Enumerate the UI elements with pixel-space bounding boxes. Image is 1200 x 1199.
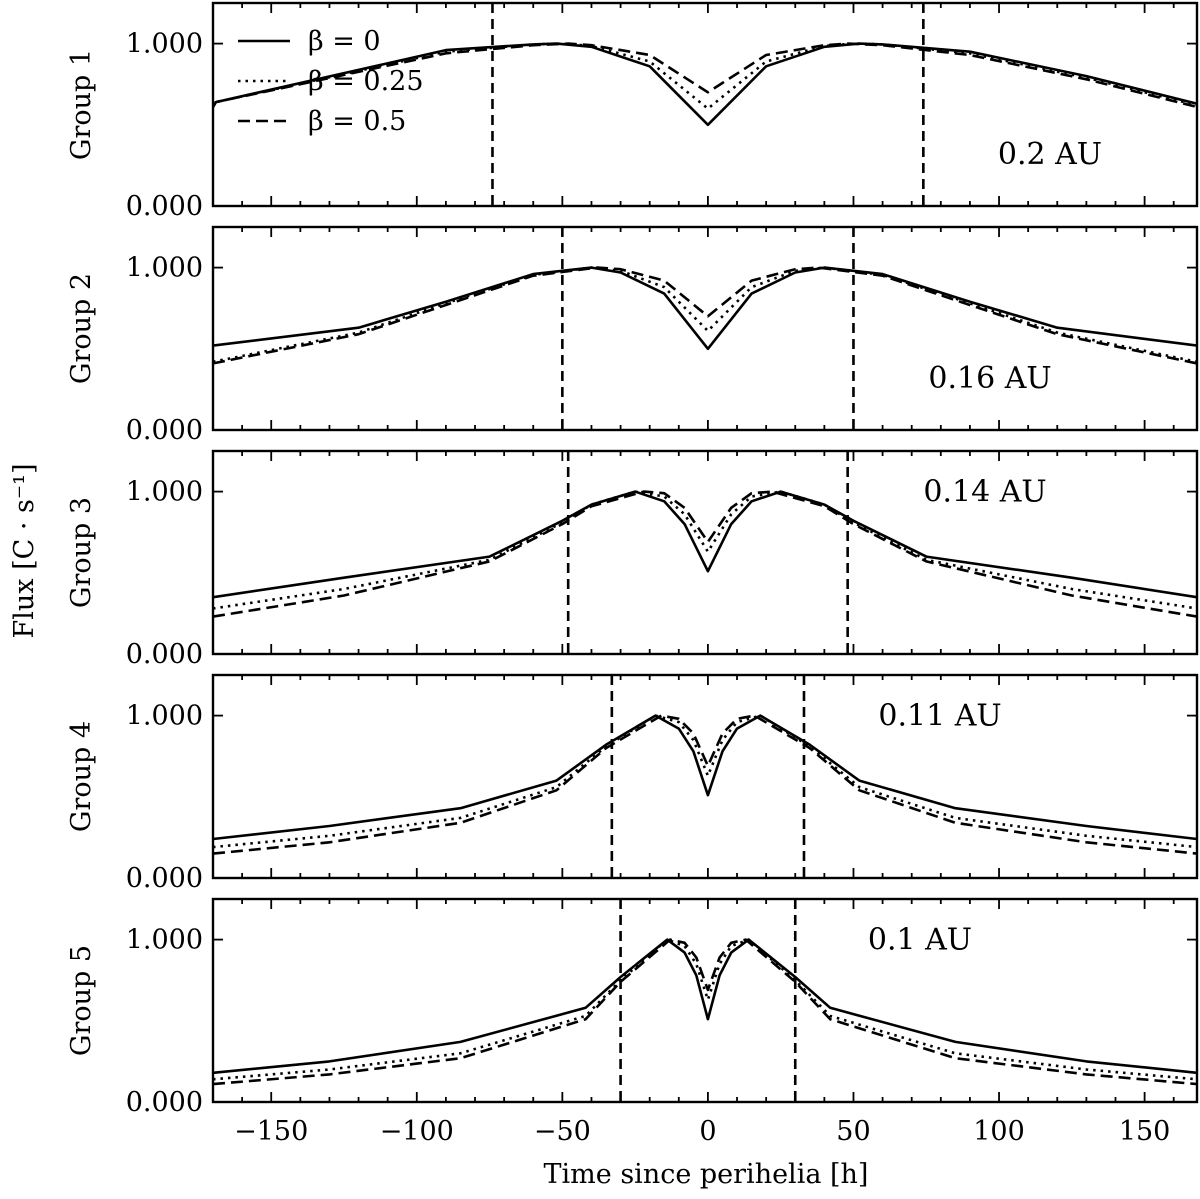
panel-frame bbox=[211, 673, 1199, 880]
panel-frame bbox=[211, 225, 1199, 432]
y-tick-label: 0.000 bbox=[126, 1087, 203, 1118]
group-label: Group 1 bbox=[66, 49, 97, 160]
legend-label-beta-0: β = 0 bbox=[308, 26, 381, 57]
x-tick-label: −100 bbox=[380, 1116, 454, 1147]
y-tick-label: 1.000 bbox=[126, 29, 203, 60]
panel-frame bbox=[211, 897, 1199, 1104]
y-axis-label: Flux [C · s⁻¹] bbox=[9, 464, 40, 639]
x-tick-label: 100 bbox=[973, 1116, 1025, 1147]
panel-frame bbox=[211, 1, 1199, 208]
panel-group-5: 0.000 1.000 Group 5 0.1 AU bbox=[66, 897, 1199, 1118]
series-line-solid bbox=[213, 490, 1197, 599]
panel-group-2: 0.000 1.000 Group 2 0.16 AU bbox=[66, 225, 1199, 446]
curves bbox=[213, 714, 1197, 855]
y-tick-label: 0.000 bbox=[126, 191, 203, 222]
x-tick-label: 50 bbox=[836, 1116, 870, 1147]
distance-annotation: 0.16 AU bbox=[928, 361, 1051, 396]
series-line-dashed bbox=[213, 266, 1197, 365]
series-line-dotted bbox=[213, 490, 1197, 610]
y-tick-label: 1.000 bbox=[126, 925, 203, 956]
series-line-solid bbox=[213, 714, 1197, 841]
x-axis-label: Time since perihelia [h] bbox=[544, 1159, 869, 1190]
curves bbox=[213, 490, 1197, 618]
group-label: Group 3 bbox=[66, 497, 97, 608]
series-line-dotted bbox=[213, 266, 1197, 364]
series-line-dashed bbox=[213, 714, 1197, 855]
distance-annotation: 0.11 AU bbox=[878, 699, 1001, 734]
distance-annotation: 0.2 AU bbox=[998, 137, 1102, 172]
series-line-dashed bbox=[213, 490, 1197, 618]
series-line-dashed bbox=[213, 42, 1197, 109]
series-line-dotted bbox=[213, 714, 1197, 849]
series-line-solid bbox=[213, 938, 1197, 1075]
panel-group-4: 0.000 1.000 Group 4 0.11 AU bbox=[66, 673, 1199, 894]
panel-group-3: 0.000 1.000 Group 3 0.14 AU bbox=[66, 449, 1199, 670]
curves bbox=[213, 266, 1197, 365]
y-tick-label: 0.000 bbox=[126, 639, 203, 670]
x-tick-label: −50 bbox=[534, 1116, 591, 1147]
y-tick-label: 1.000 bbox=[126, 701, 203, 732]
series-line-dashed bbox=[213, 938, 1197, 1086]
legend: β = 0 β = 0.25 β = 0.5 bbox=[238, 26, 424, 137]
series-line-dotted bbox=[213, 42, 1197, 110]
y-tick-label: 1.000 bbox=[126, 253, 203, 284]
group-label: Group 2 bbox=[66, 273, 97, 384]
panel-frame bbox=[211, 449, 1199, 656]
panels: 0.000 1.000 Group 1 0.2 AU 0.000 1.000 Group 2… bbox=[66, 1, 1199, 1147]
distance-annotation: 0.14 AU bbox=[923, 475, 1046, 510]
series-line-solid bbox=[213, 266, 1197, 351]
curves bbox=[213, 938, 1197, 1086]
curves bbox=[213, 42, 1197, 127]
legend-label-beta-0.5: β = 0.5 bbox=[308, 106, 406, 137]
panel-group-1: 0.000 1.000 Group 1 0.2 AU bbox=[66, 1, 1199, 222]
y-tick-label: 0.000 bbox=[126, 863, 203, 894]
distance-annotation: 0.1 AU bbox=[868, 923, 972, 958]
x-tick-label: −150 bbox=[234, 1116, 308, 1147]
group-label: Group 4 bbox=[66, 721, 97, 832]
y-tick-label: 0.000 bbox=[126, 415, 203, 446]
x-tick-label: 0 bbox=[699, 1116, 716, 1147]
legend-label-beta-0.25: β = 0.25 bbox=[308, 66, 424, 97]
y-tick-label: 1.000 bbox=[126, 477, 203, 508]
x-tick-label: 150 bbox=[1119, 1116, 1171, 1147]
group-label: Group 5 bbox=[66, 945, 97, 1056]
